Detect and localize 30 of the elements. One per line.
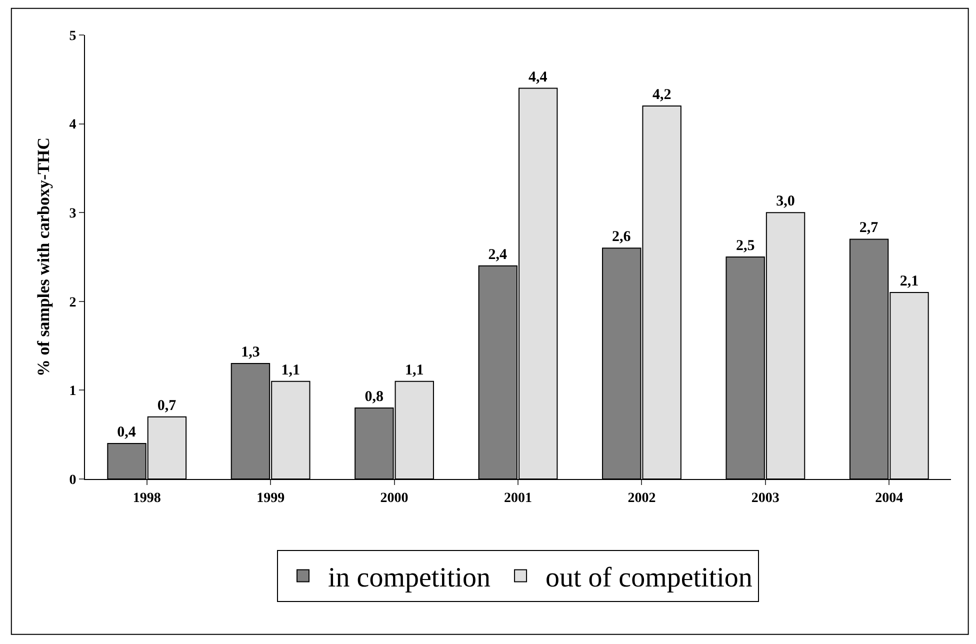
- y-axis-title: % of samples with carboxy-THC: [34, 138, 53, 376]
- y-tick-label: 1: [69, 384, 76, 400]
- data-label: 4,2: [652, 87, 672, 104]
- x-tick-label: 2002: [628, 490, 656, 506]
- y-tick-label: 4: [69, 118, 76, 133]
- data-label: 1,1: [405, 362, 424, 378]
- legend-label: out of competition: [546, 562, 752, 594]
- y-tick-label: 0: [69, 472, 76, 488]
- data-label: 4,4: [528, 69, 548, 86]
- x-tick-label: 1999: [256, 490, 285, 506]
- data-label: 0,4: [117, 424, 136, 440]
- data-label: 2,7: [859, 220, 879, 236]
- data-label: 0,8: [364, 388, 384, 405]
- data-label: 2,6: [612, 229, 632, 246]
- x-tick-label: 2004: [875, 490, 904, 506]
- data-label: 1,1: [281, 362, 300, 378]
- x-tick-label: 2003: [751, 490, 780, 506]
- y-tick-label: 3: [69, 206, 76, 222]
- data-label: 1,3: [241, 344, 260, 361]
- x-tick-label: 1998: [132, 490, 161, 506]
- data-label: 0,7: [157, 398, 177, 414]
- data-label: 2,4: [488, 246, 508, 263]
- x-tick-label: 2000: [380, 490, 408, 506]
- x-tick-label: 2001: [504, 490, 532, 506]
- data-label: 3,0: [776, 194, 795, 210]
- data-label: 2,1: [900, 274, 919, 290]
- y-tick-label: 2: [69, 295, 76, 310]
- y-tick-label: 5: [69, 28, 76, 44]
- legend-label: in competition: [328, 562, 491, 594]
- data-label: 2,5: [736, 238, 755, 254]
